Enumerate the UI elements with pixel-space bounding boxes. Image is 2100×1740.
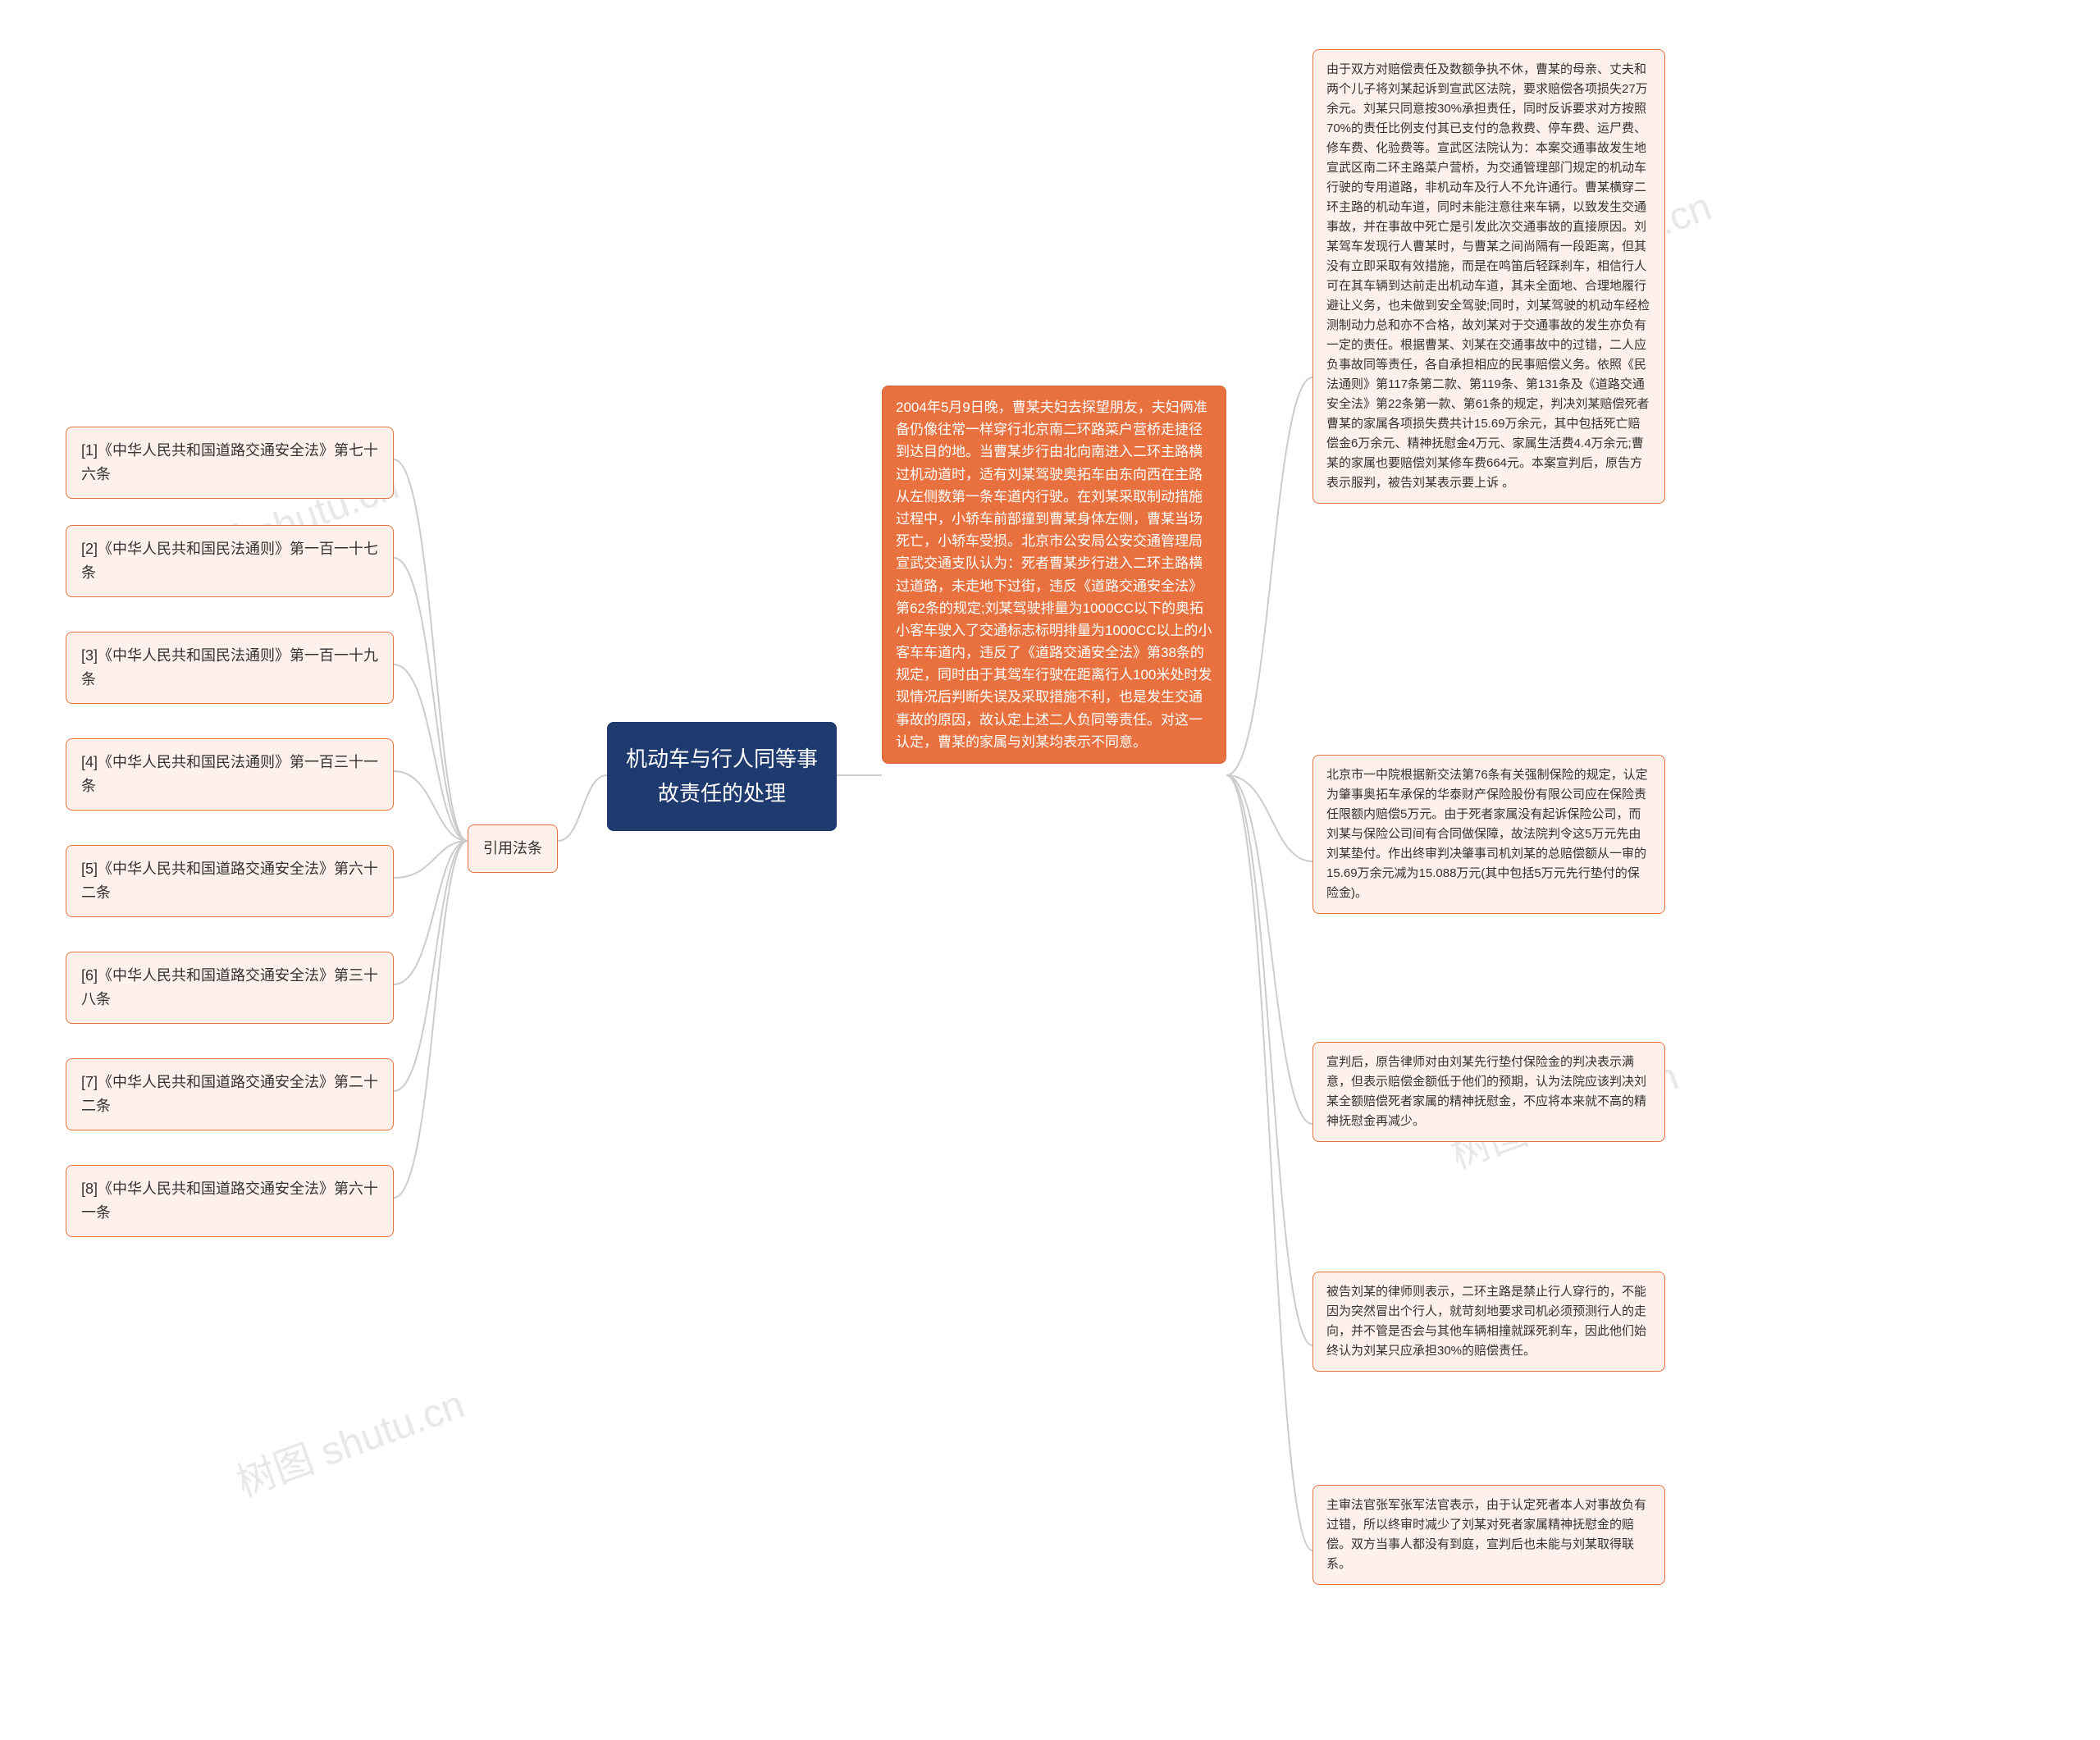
- detail-node-1[interactable]: 由于双方对赔偿责任及数额争执不休，曹某的母亲、丈夫和两个儿子将刘某起诉到宣武区法…: [1312, 49, 1665, 504]
- ref-item-5[interactable]: [5]《中华人民共和国道路交通安全法》第六十二条: [66, 845, 394, 917]
- detail-text: 北京市一中院根据新交法第76条有关强制保险的规定，认定为肇事奥拓车承保的华泰财产…: [1326, 768, 1648, 900]
- detail-text: 由于双方对赔偿责任及数额争执不休，曹某的母亲、丈夫和两个儿子将刘某起诉到宣武区法…: [1326, 62, 1650, 490]
- ref-item-4[interactable]: [4]《中华人民共和国民法通则》第一百三十一条: [66, 738, 394, 811]
- ref-item-text: [8]《中华人民共和国道路交通安全法》第六十一条: [81, 1181, 378, 1221]
- ref-item-7[interactable]: [7]《中华人民共和国道路交通安全法》第二十二条: [66, 1058, 394, 1130]
- ref-item-text: [4]《中华人民共和国民法通则》第一百三十一条: [81, 754, 378, 794]
- ref-label-node[interactable]: 引用法条: [468, 824, 558, 873]
- ref-item-text: [6]《中华人民共和国道路交通安全法》第三十八条: [81, 967, 378, 1007]
- watermark: 树图 shutu.cn: [227, 1372, 471, 1507]
- ref-item-text: [7]《中华人民共和国道路交通安全法》第二十二条: [81, 1074, 378, 1114]
- detail-node-4[interactable]: 被告刘某的律师则表示，二环主路是禁止行人穿行的，不能因为突然冒出个行人，就苛刻地…: [1312, 1272, 1665, 1372]
- main-content-text: 2004年5月9日晚，曹某夫妇去探望朋友，夫妇俩准备仍像往常一样穿行北京南二环路…: [896, 400, 1212, 750]
- detail-text: 主审法官张军张军法官表示，由于认定死者本人对事故负有过错，所以终审时减少了刘某对…: [1326, 1498, 1646, 1571]
- center-title: 机动车与行人同等事故责任的处理: [626, 747, 818, 806]
- center-node[interactable]: 机动车与行人同等事故责任的处理: [607, 722, 837, 831]
- main-content-node[interactable]: 2004年5月9日晚，曹某夫妇去探望朋友，夫妇俩准备仍像往常一样穿行北京南二环路…: [882, 386, 1226, 764]
- ref-item-text: [5]《中华人民共和国道路交通安全法》第六十二条: [81, 861, 378, 901]
- detail-node-3[interactable]: 宣判后，原告律师对由刘某先行垫付保险金的判决表示满意，但表示赔偿金额低于他们的预…: [1312, 1042, 1665, 1142]
- ref-item-text: [3]《中华人民共和国民法通则》第一百一十九条: [81, 647, 378, 687]
- detail-node-5[interactable]: 主审法官张军张军法官表示，由于认定死者本人对事故负有过错，所以终审时减少了刘某对…: [1312, 1485, 1665, 1585]
- detail-node-2[interactable]: 北京市一中院根据新交法第76条有关强制保险的规定，认定为肇事奥拓车承保的华泰财产…: [1312, 755, 1665, 914]
- ref-item-8[interactable]: [8]《中华人民共和国道路交通安全法》第六十一条: [66, 1165, 394, 1237]
- ref-item-1[interactable]: [1]《中华人民共和国道路交通安全法》第七十六条: [66, 427, 394, 499]
- detail-text: 被告刘某的律师则表示，二环主路是禁止行人穿行的，不能因为突然冒出个行人，就苛刻地…: [1326, 1285, 1646, 1358]
- ref-item-text: [2]《中华人民共和国民法通则》第一百一十七条: [81, 541, 378, 581]
- ref-item-3[interactable]: [3]《中华人民共和国民法通则》第一百一十九条: [66, 632, 394, 704]
- detail-text: 宣判后，原告律师对由刘某先行垫付保险金的判决表示满意，但表示赔偿金额低于他们的预…: [1326, 1055, 1646, 1128]
- ref-item-text: [1]《中华人民共和国道路交通安全法》第七十六条: [81, 442, 378, 482]
- ref-label-text: 引用法条: [483, 840, 542, 856]
- ref-item-6[interactable]: [6]《中华人民共和国道路交通安全法》第三十八条: [66, 952, 394, 1024]
- ref-item-2[interactable]: [2]《中华人民共和国民法通则》第一百一十七条: [66, 525, 394, 597]
